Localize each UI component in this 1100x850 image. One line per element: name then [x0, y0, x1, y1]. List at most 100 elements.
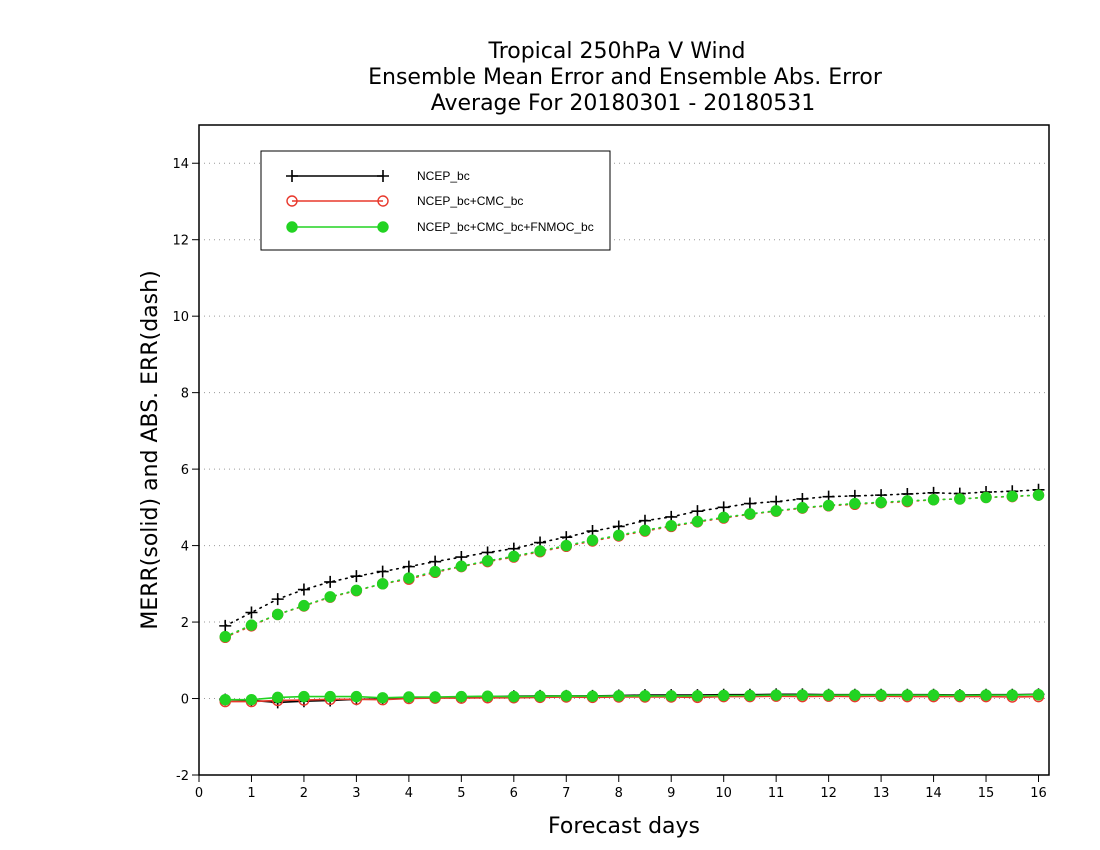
x-tick-label: 3 [352, 786, 360, 801]
x-tick-label: 8 [615, 786, 623, 801]
x-tick-label: 0 [195, 786, 203, 801]
title-line-1: Tropical 250hPa V Wind [487, 39, 745, 64]
y-axis-label: MERR(solid) and ABS. ERR(dash) [138, 270, 163, 629]
legend-items: NCEP_bc NCEP_bc+CMC_bc NCEP_bc+CMC_bc+FNMO… [286, 169, 594, 234]
chart-title: Tropical 250hPa V Wind Ensemble Mean Err… [368, 39, 883, 116]
data-point [219, 619, 232, 632]
legend-entry: NCEP_bc [286, 169, 470, 183]
x-tick-label: 16 [1030, 786, 1047, 801]
data-point [796, 502, 809, 514]
data-point [481, 555, 494, 567]
data-point [665, 690, 677, 702]
series-NCEP_bc+CMC_bc [219, 489, 1045, 708]
legend-label: NCEP_bc [417, 169, 470, 183]
data-point [849, 497, 861, 510]
title-line-3: Average For 20180301 - 20180531 [431, 91, 816, 116]
data-point [376, 578, 389, 590]
series-NCEP_bc [219, 483, 1045, 709]
data-point [717, 511, 730, 523]
data-point [481, 690, 494, 702]
data-point [272, 608, 284, 621]
data-point [377, 170, 389, 182]
data-point [350, 570, 363, 583]
data-point [402, 560, 415, 573]
grid-lines [199, 162, 1049, 776]
data-point [743, 497, 756, 510]
title-line-2: Ensemble Mean Error and Ensemble Abs. Er… [368, 65, 883, 90]
x-tick-label: 10 [715, 786, 732, 801]
data-point [901, 495, 914, 507]
data-point [796, 689, 809, 701]
x-tick-label: 2 [300, 786, 308, 801]
data-point [1032, 689, 1045, 701]
series-layer [219, 483, 1045, 709]
data-point [875, 689, 887, 701]
data-point [639, 690, 651, 702]
data-point [1006, 490, 1018, 502]
data-point [429, 565, 441, 578]
data-point [691, 505, 704, 518]
data-point [613, 529, 625, 541]
data-point [429, 691, 441, 703]
y-tick-label: -2 [176, 769, 189, 784]
y-tick-label: 2 [181, 616, 189, 631]
data-point [508, 690, 520, 703]
data-point [849, 689, 861, 701]
data-point [534, 545, 546, 557]
data-point [245, 619, 258, 631]
legend-entry: NCEP_bc+CMC_bc [286, 194, 523, 208]
data-point [271, 593, 284, 606]
data-point [691, 515, 704, 528]
data-point [770, 689, 782, 701]
data-point [1006, 689, 1018, 701]
data-point [324, 591, 336, 603]
data-point [980, 689, 992, 701]
x-tick-label: 15 [978, 786, 995, 801]
x-tick-label: 5 [457, 786, 465, 801]
abs-error-line [224, 488, 1040, 627]
data-point [954, 689, 966, 702]
data-point [586, 534, 599, 546]
data-point [744, 689, 756, 702]
data-point [298, 599, 310, 612]
data-point [376, 692, 389, 704]
data-point [954, 493, 966, 505]
legend: NCEP_bc NCEP_bc+CMC_bc NCEP_bc+CMC_bc+FNMO… [260, 150, 611, 251]
y-tick-label: 12 [172, 234, 189, 249]
x-tick-label: 7 [562, 786, 570, 801]
x-axis-label: Forecast days [548, 814, 700, 839]
data-point [377, 195, 389, 207]
x-tick-label: 4 [405, 786, 413, 801]
x-tick-label: 6 [510, 786, 518, 801]
data-point [455, 690, 468, 703]
data-point [350, 584, 363, 597]
data-point [245, 606, 258, 619]
data-point [717, 689, 730, 702]
data-point [560, 690, 572, 702]
series-NCEP_bc+CMC_bc+FNMOC_bc [219, 489, 1045, 706]
data-point [376, 565, 389, 578]
y-tick-label: 8 [181, 387, 189, 402]
data-point [980, 491, 992, 504]
x-tick-label: 12 [820, 786, 837, 801]
data-point [245, 693, 258, 706]
data-point [691, 690, 704, 702]
data-point [770, 505, 782, 517]
x-tick-label: 1 [247, 786, 255, 801]
data-point [403, 572, 415, 584]
data-point [508, 550, 520, 562]
data-point [286, 195, 298, 207]
y-tick-label: 6 [181, 463, 189, 478]
data-point [324, 690, 336, 703]
data-point [665, 520, 677, 532]
data-point [272, 691, 284, 704]
data-point [534, 690, 546, 702]
y-tick-label: 4 [181, 540, 189, 555]
data-point [717, 501, 730, 514]
abs-error-line [224, 494, 1040, 639]
y-tick-label: 10 [172, 310, 189, 325]
data-point [350, 690, 363, 703]
x-tick-label: 13 [873, 786, 890, 801]
